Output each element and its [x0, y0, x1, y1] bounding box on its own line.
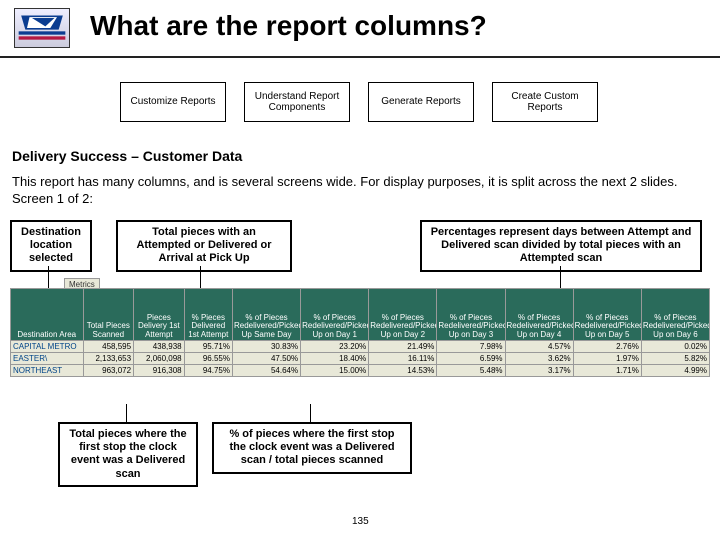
table-col-header: Destination Area: [11, 289, 84, 341]
table-cell: 1.97%: [573, 353, 641, 365]
callout-total-pieces: Total pieces with an Attempted or Delive…: [116, 220, 292, 272]
table-cell: 15.00%: [301, 365, 369, 377]
table-cell: 4.99%: [641, 365, 709, 377]
table-col-header: % of Pieces Redelivered/Picked Up on Day…: [437, 289, 505, 341]
table-cell: 916,308: [134, 365, 185, 377]
table-cell: 23.20%: [301, 341, 369, 353]
table-col-header: % of Pieces Redelivered/Picked Up on Day…: [573, 289, 641, 341]
table-col-header: % of Pieces Redelivered/Picked Up Same D…: [232, 289, 300, 341]
table-cell: 2,060,098: [134, 353, 185, 365]
table-cell: 0.02%: [641, 341, 709, 353]
table-col-header: % of Pieces Redelivered/Picked Up on Day…: [641, 289, 709, 341]
table-cell: 54.64%: [232, 365, 300, 377]
nav-tabs: Customize Reports Understand Report Comp…: [120, 82, 598, 122]
table-cell: 5.82%: [641, 353, 709, 365]
title-underline: [0, 56, 720, 58]
report-table-wrap: Destination AreaTotal Pieces ScannedPiec…: [10, 288, 710, 377]
table-cell: 14.53%: [369, 365, 437, 377]
page-title: What are the report columns?: [90, 10, 487, 42]
leader-line: [126, 404, 127, 422]
table-cell: 1.71%: [573, 365, 641, 377]
table-cell: NORTHEAST: [11, 365, 84, 377]
nav-customize[interactable]: Customize Reports: [120, 82, 226, 122]
leader-line: [48, 266, 49, 288]
table-cell: 438,938: [134, 341, 185, 353]
table-cell: 3.62%: [505, 353, 573, 365]
table-row: NORTHEAST963,072916,30894.75%54.64%15.00…: [11, 365, 710, 377]
table-cell: 6.59%: [437, 353, 505, 365]
table-cell: 18.40%: [301, 353, 369, 365]
page-number: 135: [352, 516, 369, 527]
report-table: Destination AreaTotal Pieces ScannedPiec…: [10, 288, 710, 377]
usps-logo: [14, 8, 70, 48]
table-cell: 95.71%: [184, 341, 232, 353]
callout-delivered-scan: Total pieces where the first stop the cl…: [58, 422, 198, 487]
table-cell: 5.48%: [437, 365, 505, 377]
callout-percentages: Percentages represent days between Attem…: [420, 220, 702, 272]
callout-pct-pieces: % of pieces where the first stop the clo…: [212, 422, 412, 474]
table-cell: 16.11%: [369, 353, 437, 365]
callout-destination: Destination location selected: [10, 220, 92, 272]
table-col-header: % of Pieces Redelivered/Picked Up on Day…: [301, 289, 369, 341]
table-row: EASTER\2,133,6532,060,09896.55%47.50%18.…: [11, 353, 710, 365]
table-cell: CAPITAL METRO: [11, 341, 84, 353]
table-cell: 94.75%: [184, 365, 232, 377]
leader-line: [200, 266, 201, 288]
table-row: CAPITAL METRO458,595438,93895.71%30.83%2…: [11, 341, 710, 353]
table-cell: 458,595: [83, 341, 134, 353]
leader-line: [310, 404, 311, 422]
table-cell: 96.55%: [184, 353, 232, 365]
intro-text: This report has many columns, and is sev…: [12, 174, 708, 208]
table-col-header: % Pieces Delivered 1st Attempt: [184, 289, 232, 341]
table-cell: 3.17%: [505, 365, 573, 377]
table-col-header: Total Pieces Scanned: [83, 289, 134, 341]
table-cell: 30.83%: [232, 341, 300, 353]
leader-line: [560, 266, 561, 288]
table-cell: 21.49%: [369, 341, 437, 353]
nav-generate[interactable]: Generate Reports: [368, 82, 474, 122]
table-col-header: Pieces Delivery 1st Attempt: [134, 289, 185, 341]
table-cell: 2,133,653: [83, 353, 134, 365]
table-cell: 47.50%: [232, 353, 300, 365]
table-cell: 4.57%: [505, 341, 573, 353]
nav-create-custom[interactable]: Create Custom Reports: [492, 82, 598, 122]
table-cell: 963,072: [83, 365, 134, 377]
table-cell: 2.76%: [573, 341, 641, 353]
table-col-header: % of Pieces Redelivered/Picked Up on Day…: [505, 289, 573, 341]
table-header-row: Destination AreaTotal Pieces ScannedPiec…: [11, 289, 710, 341]
table-cell: 7.98%: [437, 341, 505, 353]
table-cell: EASTER\: [11, 353, 84, 365]
nav-understand[interactable]: Understand Report Components: [244, 82, 350, 122]
section-title: Delivery Success – Customer Data: [12, 148, 242, 164]
table-col-header: % of Pieces Redelivered/Picked Up on Day…: [369, 289, 437, 341]
